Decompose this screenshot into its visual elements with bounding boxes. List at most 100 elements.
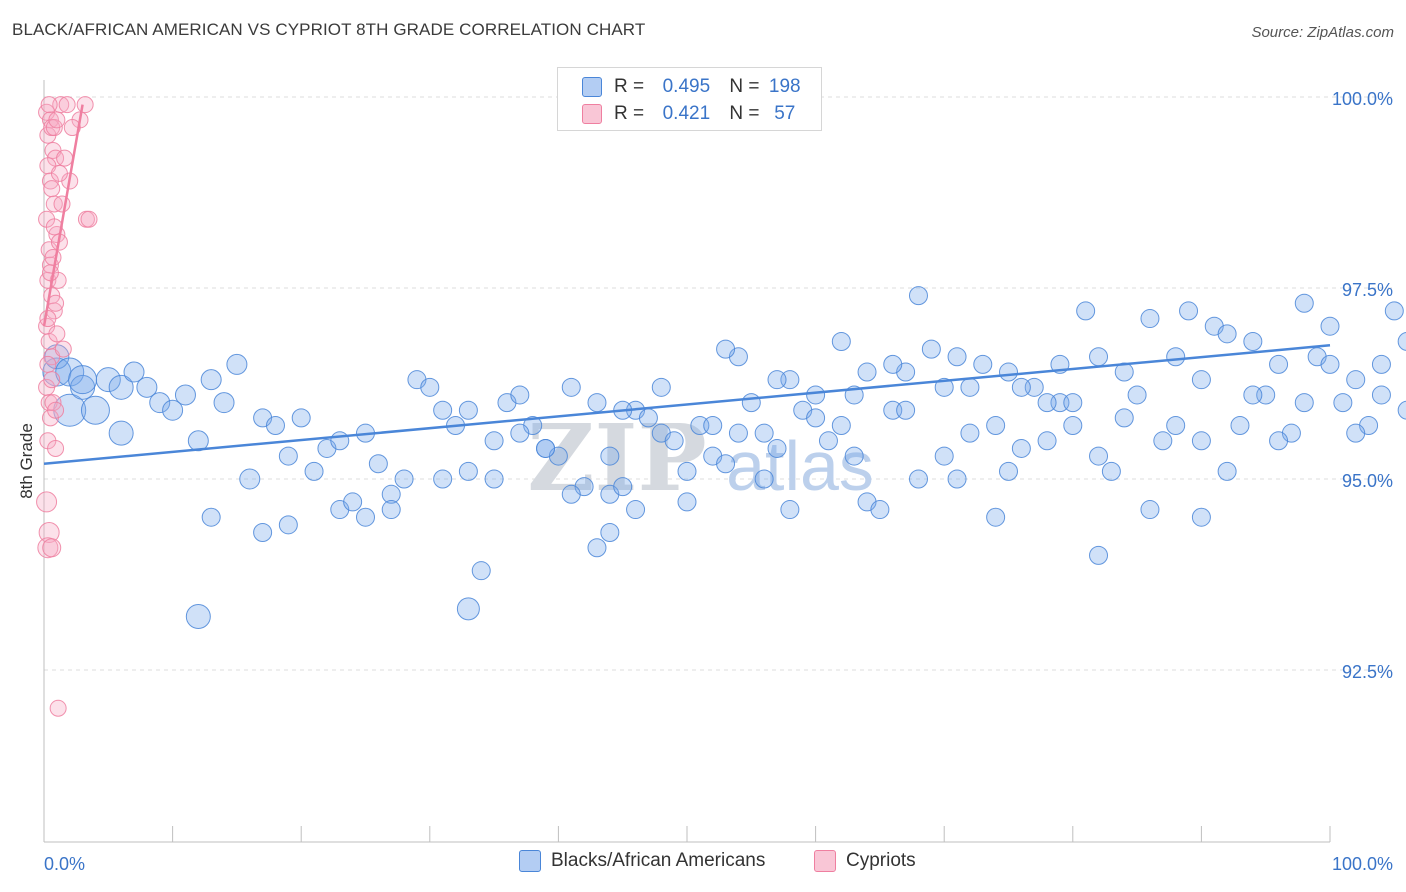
legend-item-cypriots[interactable]: Cypriots: [814, 850, 916, 872]
point-cypriots: [41, 264, 59, 282]
point-blacks: [754, 469, 774, 489]
point-blacks: [999, 362, 1018, 382]
point-blacks: [536, 438, 556, 458]
point-cypriots: [40, 96, 58, 114]
legend-r-value: 0.421: [662, 103, 711, 124]
point-blacks: [934, 377, 954, 397]
point-blacks: [1269, 354, 1289, 374]
y-axis-title: 8th Grade: [17, 423, 36, 499]
point-blacks: [1333, 393, 1353, 413]
point-blacks: [420, 377, 440, 397]
point-blacks: [806, 408, 826, 428]
point-blacks: [1179, 301, 1199, 321]
point-blacks: [458, 461, 478, 481]
point-cypriots: [50, 164, 68, 182]
point-cypriots: [53, 195, 71, 213]
point-cypriots: [43, 371, 61, 389]
point-blacks: [68, 365, 98, 395]
y-tick-label: 97.5%: [1342, 280, 1393, 300]
point-blacks: [239, 468, 261, 490]
point-blacks: [433, 400, 453, 420]
point-blacks: [456, 597, 480, 621]
point-blacks: [1346, 423, 1366, 443]
series-legend: Blacks/African Americans Cypriots: [0, 850, 1406, 878]
axes: [43, 80, 1331, 843]
point-cypriots: [48, 111, 66, 129]
point-blacks: [1397, 332, 1406, 351]
point-cypriots: [42, 538, 62, 558]
point-blacks: [1230, 416, 1250, 436]
point-cypriots: [44, 248, 62, 266]
point-blacks: [381, 500, 401, 520]
point-cypriots: [37, 537, 59, 559]
legend-r-label: R =: [614, 76, 645, 97]
legend-swatch-pink: [582, 104, 602, 124]
point-blacks: [651, 377, 671, 397]
point-blacks: [1140, 309, 1160, 329]
point-blacks: [767, 438, 787, 458]
point-blacks: [458, 400, 478, 420]
point-blacks: [381, 484, 401, 504]
point-blacks: [1089, 446, 1109, 466]
legend-n-value: 198: [768, 76, 801, 97]
x-tick-label: 0.0%: [44, 854, 85, 874]
point-blacks: [1166, 416, 1186, 436]
point-blacks: [278, 515, 298, 535]
point-blacks: [728, 423, 748, 443]
legend-item-blacks[interactable]: Blacks/African Americans: [519, 850, 765, 872]
point-blacks: [1371, 385, 1391, 405]
point-blacks: [1217, 461, 1237, 481]
point-blacks: [1397, 400, 1406, 420]
point-blacks: [80, 395, 110, 425]
point-blacks: [703, 416, 723, 436]
point-blacks: [626, 500, 646, 520]
point-blacks: [1114, 408, 1134, 428]
point-blacks: [561, 377, 581, 397]
point-blacks: [1320, 316, 1340, 336]
trend-line-cypriots: [42, 104, 84, 327]
y-tick-label: 95.0%: [1342, 471, 1393, 491]
point-blacks: [638, 408, 658, 428]
point-blacks: [1191, 431, 1211, 451]
point-blacks: [330, 431, 350, 451]
legend-row-cypriots: R = 0.421 N = 57: [582, 101, 805, 127]
point-blacks: [162, 399, 184, 421]
point-blacks: [934, 446, 954, 466]
point-blacks: [844, 446, 864, 466]
point-blacks: [291, 408, 311, 428]
legend-r-value: 0.495: [662, 76, 711, 97]
point-blacks: [1243, 331, 1263, 351]
point-blacks: [1089, 347, 1109, 367]
point-blacks: [986, 416, 1006, 436]
point-blacks: [265, 416, 285, 436]
point-blacks: [908, 469, 928, 489]
y-tick-label: 100.0%: [1332, 89, 1393, 109]
point-blacks: [1140, 500, 1160, 520]
point-blacks: [1063, 393, 1083, 413]
point-cypriots: [43, 180, 61, 198]
point-blacks: [870, 500, 890, 520]
point-blacks: [1269, 431, 1289, 451]
point-blacks: [767, 370, 787, 390]
legend-swatch-pink: [814, 850, 836, 872]
point-blacks: [200, 369, 222, 391]
point-blacks: [1294, 393, 1314, 413]
point-blacks: [1191, 370, 1211, 390]
point-blacks: [587, 393, 607, 413]
watermark-atlas: atlas: [726, 427, 874, 505]
point-blacks: [908, 286, 928, 306]
point-blacks: [484, 469, 504, 489]
legend-n-label: N =: [729, 103, 760, 124]
point-blacks: [960, 377, 980, 397]
legend-label-cypriots: Cypriots: [846, 850, 916, 871]
point-cypriots: [56, 149, 74, 167]
point-blacks: [677, 492, 697, 512]
point-blacks: [1243, 385, 1263, 405]
legend-row-blacks: R = 0.495 N = 198: [582, 74, 805, 100]
point-blacks: [278, 446, 298, 466]
point-blacks: [600, 446, 620, 466]
point-blacks: [1037, 393, 1057, 413]
point-cypriots: [47, 439, 65, 457]
point-blacks: [1076, 301, 1096, 321]
